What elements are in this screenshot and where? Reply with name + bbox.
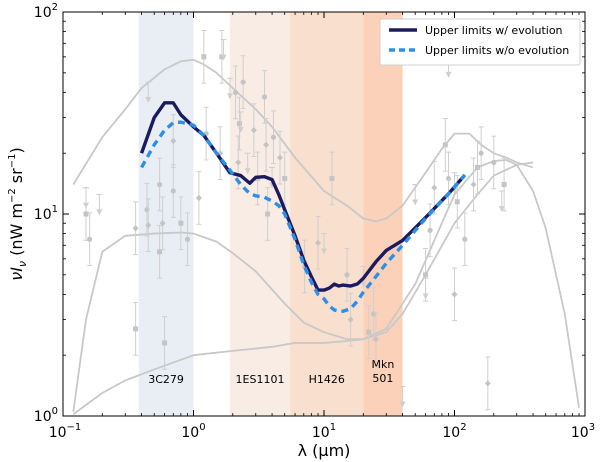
measurement-point [261,70,268,124]
measurement-point [184,212,191,267]
measurement-point [366,305,372,360]
y-label-exp2: −1 [7,154,18,169]
measurement-point [491,135,497,190]
series-layer [139,101,467,313]
band-label-mkn501-1: 501 [372,372,393,385]
upper-limit-arrow [244,152,251,175]
measurement-point [159,196,166,251]
measurement-point [462,212,468,267]
y-label-close: ) [7,147,26,153]
x-tick-label-2: 102 [442,422,466,441]
x-label-unit: μm [318,441,344,460]
upper-limit-arrow [220,39,227,61]
series-upper-limits-w-o-evolution [140,120,467,313]
measurement-point [236,96,242,151]
measurement-point [484,356,491,411]
band-label-mkn501-0: Mkn [372,358,395,371]
upper-limit-arrow [412,183,419,206]
measurement-point [265,187,271,241]
measurement-point [201,29,207,84]
measurement-point [250,103,257,158]
upper-limit-arrow [237,111,244,133]
measurement-point [276,130,283,185]
measurement-point [263,118,270,172]
x-tick-label-3: 103 [571,422,595,441]
y-tick-label-0: 100 [34,406,58,425]
series-ebl-model-lower [72,161,534,415]
upper-limit-arrow [422,277,429,300]
measurement-layer [72,29,580,415]
y-label-mid: sr [7,168,26,188]
measurement-point [478,126,484,181]
measurement-point [157,224,163,279]
y-label-sub: ν [16,261,29,267]
measurement-point [132,201,139,256]
measurement-point [501,157,507,212]
band-h1426 [290,12,364,416]
upper-limit-arrow [399,385,406,408]
measurement-point [431,160,438,215]
upper-limit-arrow [82,187,89,209]
measurement-point [347,292,354,347]
measurement-point [178,196,184,251]
x-tick-label-0: 100 [181,422,205,441]
measurement-point [442,118,448,172]
measurement-point [329,151,335,206]
band-1es1101 [229,12,291,416]
band-label-3c279-0: 3C279 [148,373,184,386]
x-axis-label: λ (μm) [298,441,351,460]
measurement-point [133,302,139,356]
measurement-point [240,55,246,109]
upper-limit-arrow [226,77,233,100]
measurement-point [270,110,277,165]
measurement-point [315,215,322,270]
band-label-h1426-0: H1426 [309,373,345,386]
upper-limit-arrow [498,190,505,212]
series-ebl-model-upper [72,58,534,223]
measurement-point [451,267,458,322]
y-label-units: (nW m [7,203,26,256]
y-axis-label: νIν (nW m−2 sr−1) [7,147,29,280]
x-label-prefix: λ ( [298,441,319,460]
legend-box [379,18,581,66]
upper-limit-arrow [145,81,152,104]
y-label-exp1: −2 [7,188,18,203]
band-mkn501 [363,12,403,416]
measurement-point [162,316,168,370]
upper-limit-arrow [96,193,103,216]
legend: Upper limits w/ evolution Upper limits w… [379,18,581,66]
upper-limit-arrow [321,233,327,255]
measurement-point [145,198,152,253]
legend-label-no-evolution: Upper limits w/o evolution [425,44,569,57]
x-tick-label-1: 10−1 [49,422,82,441]
band-label-1es1101-0: 1ES1101 [236,373,285,386]
blazer-band-layer [138,12,403,416]
measurement-point [372,312,379,367]
measurement-point [470,157,477,212]
y-tick-label-1: 101 [34,204,58,223]
measurement-point [344,247,350,302]
x-label-suffix: ) [344,441,350,460]
measurement-point [232,65,239,120]
y-tick-label-2: 102 [34,2,58,21]
measurement-point [474,140,480,195]
measurement-point [195,171,202,225]
x-tick-label-1: 101 [312,422,336,441]
measurement-point [157,157,163,212]
y-label-base: νI [7,267,26,281]
legend-label-evolution: Upper limits w/ evolution [425,24,563,37]
measurement-point [87,212,93,267]
